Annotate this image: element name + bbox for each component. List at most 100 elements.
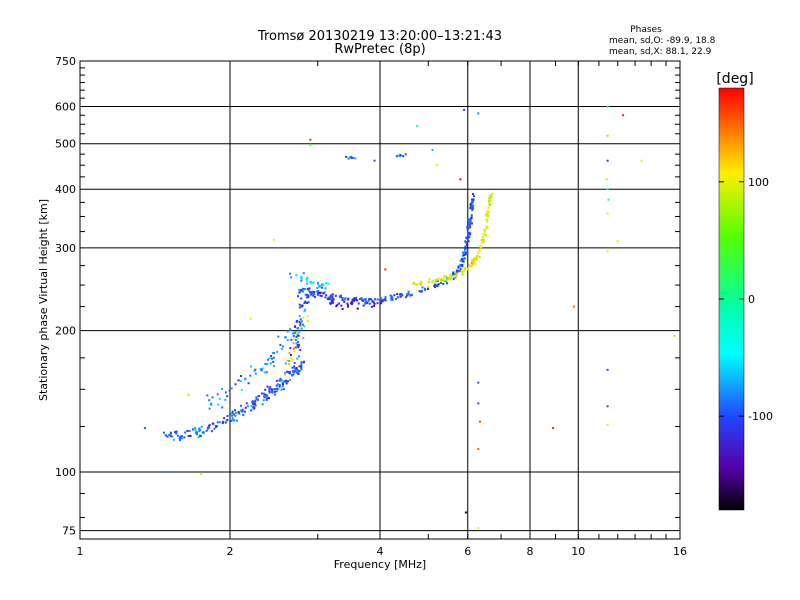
colorbar-tick-label: 100 bbox=[748, 176, 769, 189]
data-point bbox=[294, 367, 296, 370]
data-point bbox=[298, 291, 301, 294]
data-point bbox=[395, 298, 397, 300]
data-point bbox=[273, 351, 275, 354]
data-point bbox=[293, 350, 296, 353]
data-point bbox=[290, 276, 293, 279]
data-point bbox=[264, 393, 266, 396]
data-point bbox=[467, 222, 470, 225]
data-point bbox=[411, 293, 414, 296]
y-tick-label: 400 bbox=[55, 183, 76, 196]
data-point bbox=[226, 418, 229, 421]
data-point bbox=[459, 178, 462, 181]
data-point bbox=[300, 275, 302, 278]
data-point bbox=[341, 298, 344, 301]
data-point bbox=[488, 201, 491, 204]
data-point bbox=[259, 368, 262, 371]
data-point bbox=[437, 283, 440, 286]
data-point bbox=[360, 297, 363, 300]
data-point bbox=[229, 412, 231, 415]
data-point bbox=[294, 325, 296, 328]
data-point bbox=[339, 296, 342, 299]
data-point bbox=[169, 431, 172, 434]
data-point bbox=[373, 302, 376, 305]
data-point bbox=[606, 423, 609, 426]
data-point bbox=[381, 300, 384, 303]
data-point bbox=[253, 402, 256, 405]
data-point bbox=[309, 280, 312, 283]
data-point bbox=[330, 301, 333, 304]
data-point bbox=[276, 387, 278, 390]
data-point bbox=[295, 368, 298, 371]
x-tick-label: 4 bbox=[377, 545, 384, 558]
data-point bbox=[472, 193, 474, 195]
data-point bbox=[176, 434, 179, 437]
data-point bbox=[310, 281, 313, 283]
data-point bbox=[250, 404, 253, 407]
data-point bbox=[470, 206, 473, 209]
data-point bbox=[606, 368, 609, 371]
stats-line-o: mean, sd,O: -89.9, 18.8 bbox=[609, 36, 716, 46]
data-point bbox=[329, 302, 332, 305]
data-point bbox=[180, 437, 183, 440]
data-point bbox=[300, 325, 303, 328]
data-point bbox=[301, 304, 304, 307]
data-point bbox=[389, 294, 392, 297]
data-point bbox=[300, 304, 303, 307]
data-point bbox=[476, 255, 478, 258]
data-point bbox=[441, 277, 444, 280]
data-point bbox=[606, 250, 609, 253]
data-point bbox=[302, 337, 305, 340]
data-point bbox=[292, 370, 295, 373]
data-point bbox=[384, 296, 387, 298]
data-point bbox=[415, 283, 418, 286]
data-point bbox=[461, 251, 464, 254]
data-point bbox=[471, 264, 474, 266]
data-point bbox=[391, 298, 394, 301]
data-point bbox=[331, 296, 334, 299]
data-point bbox=[266, 397, 268, 400]
data-point bbox=[473, 195, 475, 198]
data-point bbox=[486, 220, 489, 223]
data-point bbox=[313, 291, 316, 293]
data-point bbox=[291, 359, 294, 362]
data-point bbox=[300, 320, 303, 323]
data-point bbox=[457, 265, 460, 268]
data-point bbox=[313, 295, 316, 298]
data-point bbox=[469, 233, 472, 236]
data-point bbox=[483, 228, 486, 231]
data-point bbox=[186, 429, 189, 432]
data-point bbox=[487, 199, 490, 202]
data-point bbox=[265, 399, 268, 401]
data-point bbox=[271, 388, 274, 391]
data-point bbox=[461, 260, 464, 263]
data-point bbox=[306, 282, 309, 285]
data-point bbox=[325, 282, 328, 285]
data-point bbox=[194, 432, 197, 435]
data-point bbox=[256, 398, 259, 401]
data-point bbox=[471, 201, 474, 203]
data-point bbox=[477, 447, 480, 450]
data-point bbox=[231, 418, 234, 421]
y-tick-label: 100 bbox=[55, 466, 76, 479]
data-point bbox=[247, 382, 250, 385]
data-point bbox=[297, 340, 300, 343]
data-point bbox=[384, 299, 387, 302]
data-point bbox=[467, 232, 470, 235]
data-point bbox=[351, 298, 354, 301]
data-point bbox=[143, 427, 146, 430]
data-point bbox=[304, 293, 307, 296]
data-point bbox=[443, 279, 446, 282]
data-point bbox=[390, 298, 393, 301]
data-point bbox=[268, 357, 271, 360]
data-point bbox=[296, 343, 299, 346]
data-point bbox=[275, 379, 278, 382]
data-point bbox=[286, 380, 289, 383]
data-point bbox=[374, 298, 377, 301]
data-point bbox=[436, 285, 439, 287]
data-point bbox=[261, 392, 263, 395]
data-point bbox=[206, 426, 209, 429]
data-point bbox=[463, 257, 466, 260]
data-point bbox=[262, 392, 265, 395]
data-point bbox=[464, 246, 467, 249]
data-point bbox=[349, 156, 352, 159]
